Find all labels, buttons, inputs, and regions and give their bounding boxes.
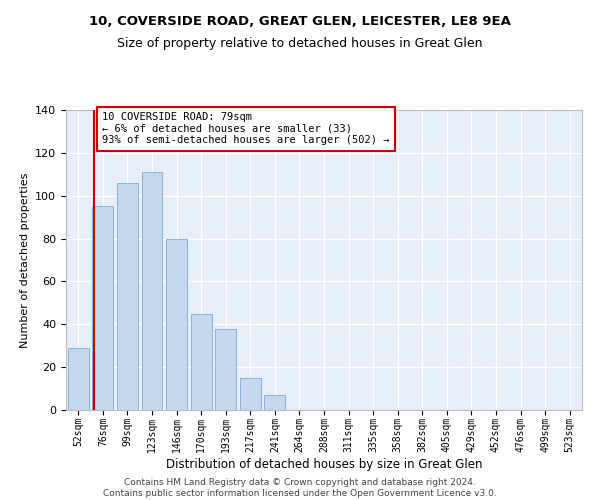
Text: Size of property relative to detached houses in Great Glen: Size of property relative to detached ho…: [117, 38, 483, 51]
Text: 10 COVERSIDE ROAD: 79sqm
← 6% of detached houses are smaller (33)
93% of semi-de: 10 COVERSIDE ROAD: 79sqm ← 6% of detache…: [102, 112, 390, 146]
Bar: [265, 395, 286, 410]
Bar: [68, 348, 89, 410]
Bar: [166, 238, 187, 410]
Text: 10, COVERSIDE ROAD, GREAT GLEN, LEICESTER, LE8 9EA: 10, COVERSIDE ROAD, GREAT GLEN, LEICESTE…: [89, 15, 511, 28]
Bar: [92, 206, 113, 410]
Bar: [240, 378, 261, 410]
Bar: [117, 183, 138, 410]
Y-axis label: Number of detached properties: Number of detached properties: [20, 172, 29, 348]
Text: Contains HM Land Registry data © Crown copyright and database right 2024.
Contai: Contains HM Land Registry data © Crown c…: [103, 478, 497, 498]
X-axis label: Distribution of detached houses by size in Great Glen: Distribution of detached houses by size …: [166, 458, 482, 471]
Bar: [191, 314, 212, 410]
Bar: [142, 172, 163, 410]
Bar: [215, 328, 236, 410]
